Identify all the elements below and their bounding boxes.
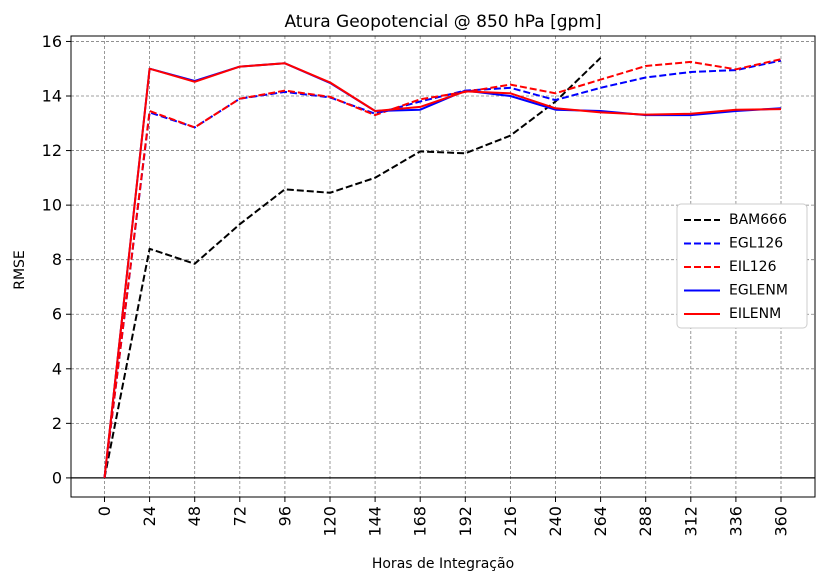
x-tick-label: 168 bbox=[411, 506, 430, 537]
x-tick-label: 240 bbox=[546, 506, 565, 537]
y-tick-label: 8 bbox=[52, 250, 62, 269]
x-tick-label: 192 bbox=[456, 506, 475, 537]
x-tick-label: 72 bbox=[230, 506, 249, 526]
plot-frame bbox=[70, 35, 816, 498]
y-tick-label: 14 bbox=[42, 87, 62, 106]
series-line-eil126 bbox=[103, 58, 782, 479]
series-lines bbox=[103, 57, 782, 479]
y-tick-label: 10 bbox=[42, 196, 62, 215]
y-tick-label: 2 bbox=[52, 414, 62, 433]
legend: BAM666 EGL126 EIL126 EGLENM EILENM bbox=[676, 203, 808, 329]
y-tick-label: 0 bbox=[52, 468, 62, 487]
y-tick-label: 6 bbox=[52, 305, 62, 324]
series-line-eilenm bbox=[103, 62, 782, 479]
x-tick-label: 24 bbox=[140, 506, 159, 526]
series-line-bam666 bbox=[103, 57, 602, 479]
x-tick-label: 120 bbox=[321, 506, 340, 537]
x-tick-label: 264 bbox=[591, 506, 610, 537]
legend-label-eilenm: EILENM bbox=[729, 306, 781, 322]
x-tick-label: 360 bbox=[772, 506, 791, 537]
x-tick-label: 144 bbox=[366, 506, 385, 537]
y-tick-label: 16 bbox=[42, 32, 62, 51]
x-axis-label: Horas de Integração bbox=[372, 556, 514, 572]
legend-label-eglenm: EGLENM bbox=[729, 283, 788, 299]
x-tick-label: 312 bbox=[681, 506, 700, 537]
x-tick-label: 96 bbox=[275, 506, 294, 526]
y-tick-label: 4 bbox=[52, 359, 62, 378]
x-tick-label: 288 bbox=[636, 506, 655, 537]
legend-label-eil126: EIL126 bbox=[729, 259, 777, 275]
y-axis-label: RMSE bbox=[12, 250, 28, 290]
x-tick-label: 0 bbox=[95, 506, 114, 516]
legend-label-bam666: BAM666 bbox=[729, 212, 787, 228]
y-tick-label: 12 bbox=[42, 141, 62, 160]
axis-ticks: 0 24 48 72 96 120 144 168 192 216 240 264 288 312 336 3… bbox=[42, 32, 791, 537]
legend-label-egl126: EGL126 bbox=[729, 236, 783, 252]
chart-title: Atura Geopotencial @ 850 hPa [gpm] bbox=[284, 12, 601, 32]
x-tick-label: 48 bbox=[185, 506, 204, 526]
x-tick-label: 336 bbox=[726, 506, 745, 537]
x-tick-label: 216 bbox=[501, 506, 520, 537]
legend-box bbox=[676, 203, 808, 329]
